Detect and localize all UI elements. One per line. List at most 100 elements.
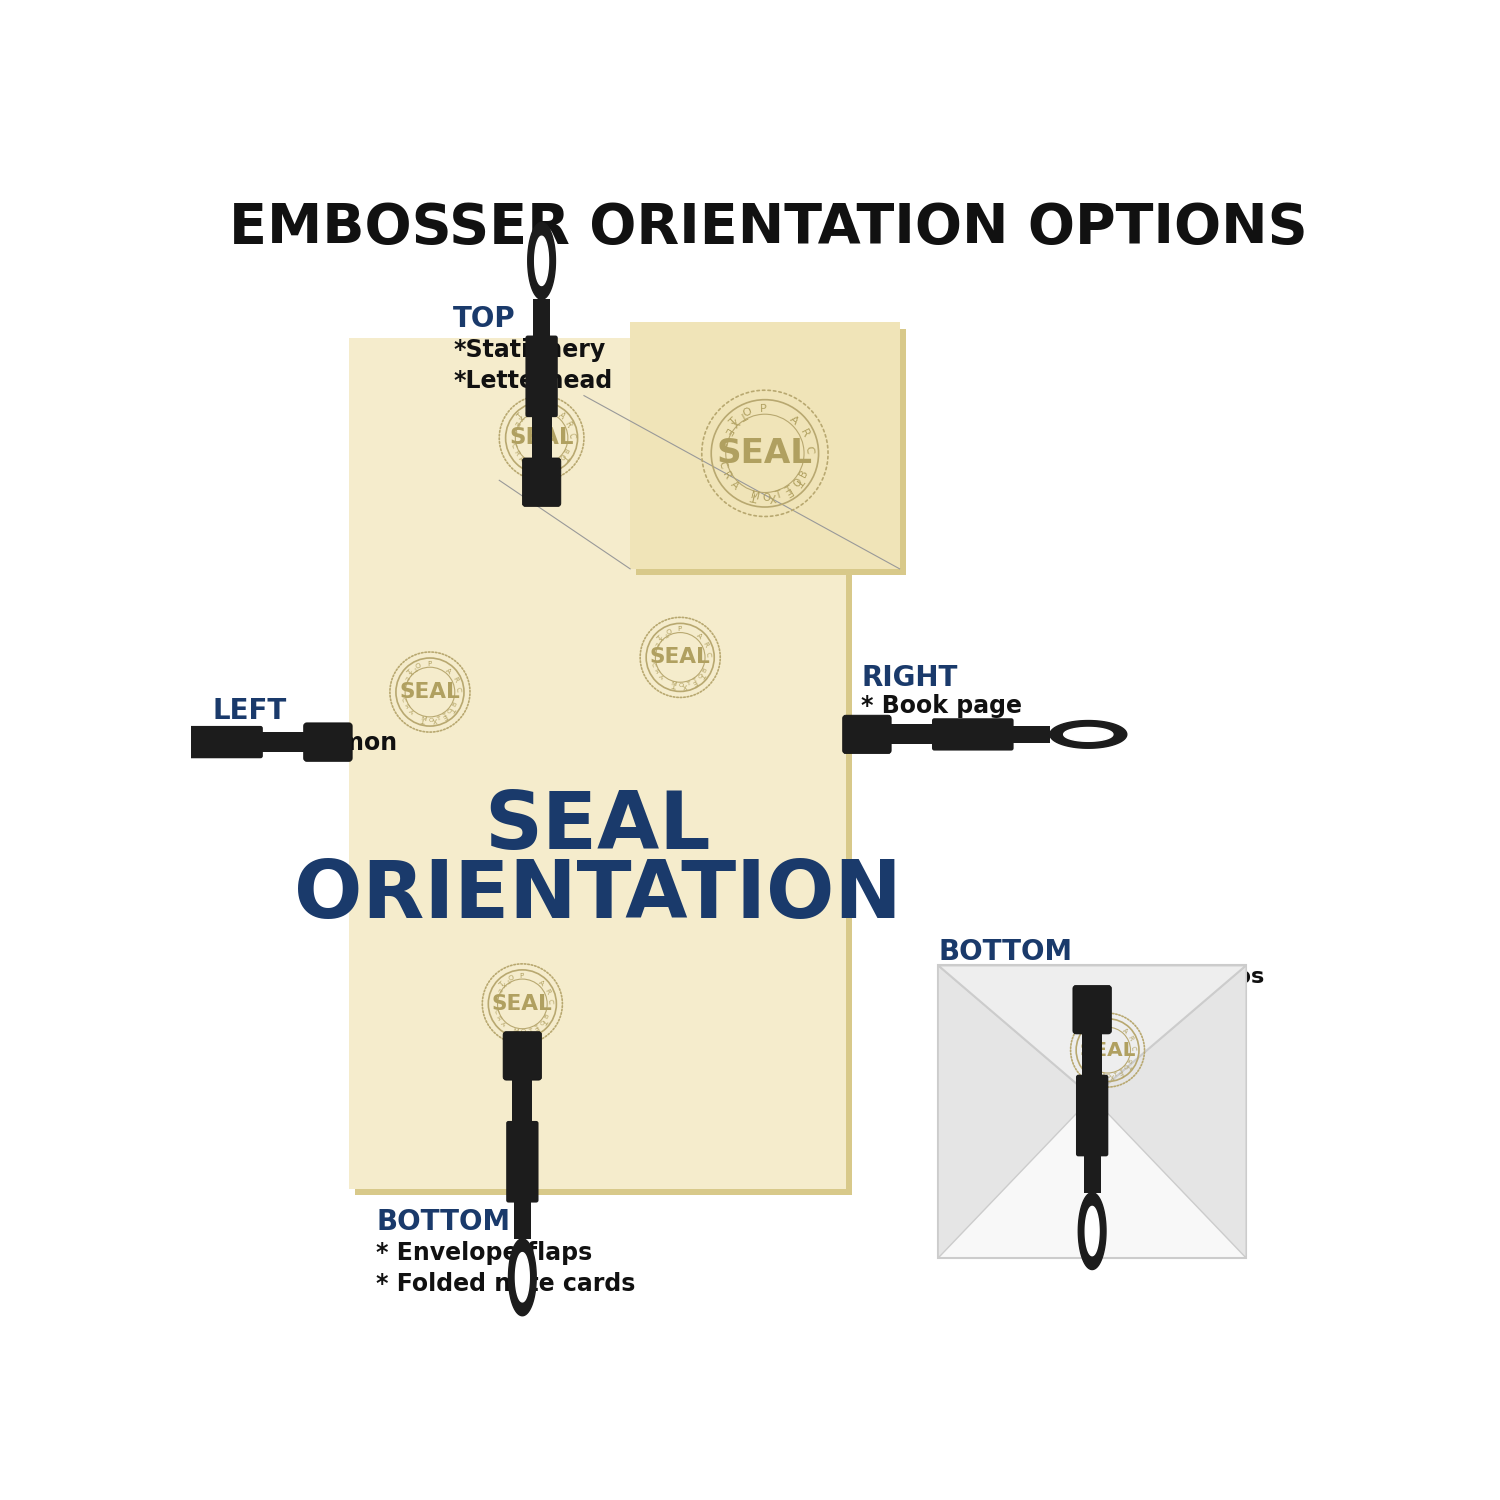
Text: P: P	[1104, 1022, 1108, 1028]
Text: T: T	[506, 976, 512, 982]
Text: T: T	[738, 408, 748, 420]
Text: A: A	[556, 411, 566, 422]
FancyBboxPatch shape	[503, 1032, 542, 1080]
Text: R: R	[1082, 1060, 1089, 1066]
FancyBboxPatch shape	[531, 416, 552, 460]
Text: A: A	[500, 1020, 506, 1028]
Text: T: T	[513, 1028, 519, 1035]
Text: R: R	[720, 470, 734, 482]
FancyBboxPatch shape	[932, 718, 1014, 750]
FancyBboxPatch shape	[182, 726, 262, 759]
Text: R: R	[1126, 1035, 1134, 1042]
Text: O: O	[525, 405, 534, 416]
Text: E: E	[402, 675, 410, 681]
Text: E: E	[495, 987, 501, 993]
Text: T: T	[442, 712, 448, 718]
Text: O: O	[1094, 1023, 1101, 1031]
Text: X: X	[728, 416, 740, 428]
Text: A: A	[728, 478, 740, 490]
Text: SEAL: SEAL	[510, 426, 574, 450]
Text: C: C	[454, 687, 460, 692]
Polygon shape	[1064, 728, 1113, 741]
Text: E: E	[532, 1024, 540, 1032]
Text: O: O	[1124, 1064, 1130, 1071]
Text: T: T	[1086, 1028, 1094, 1035]
Text: X: X	[500, 981, 506, 987]
Text: T: T	[528, 1028, 532, 1033]
Polygon shape	[516, 1252, 530, 1302]
Text: T: T	[448, 705, 456, 712]
Text: B: B	[452, 702, 458, 708]
Text: SEAL: SEAL	[399, 682, 460, 702]
Text: O: O	[416, 663, 423, 670]
FancyBboxPatch shape	[938, 966, 1246, 1258]
Text: O: O	[678, 682, 684, 688]
Text: E: E	[552, 459, 561, 468]
Text: O: O	[427, 717, 433, 723]
Text: *Stationery: *Stationery	[453, 338, 606, 362]
Text: T: T	[699, 670, 706, 678]
Text: B: B	[544, 1014, 550, 1020]
Text: X: X	[681, 681, 687, 688]
Text: O: O	[698, 672, 705, 680]
Text: M: M	[1098, 1072, 1104, 1078]
Text: T: T	[516, 413, 525, 422]
Text: T: T	[414, 664, 420, 670]
FancyBboxPatch shape	[146, 734, 183, 750]
Text: C: C	[510, 442, 516, 448]
Polygon shape	[82, 735, 130, 748]
FancyBboxPatch shape	[350, 338, 846, 1188]
Text: A: A	[788, 414, 801, 426]
Text: T: T	[510, 427, 516, 433]
Text: or bottom of page seals: or bottom of page seals	[938, 994, 1238, 1014]
Text: E: E	[782, 486, 794, 498]
Text: P: P	[760, 404, 766, 414]
Text: T: T	[400, 682, 406, 687]
FancyBboxPatch shape	[1083, 1154, 1101, 1192]
Text: T: T	[492, 994, 498, 999]
Text: ORIENTATION: ORIENTATION	[294, 856, 902, 934]
Text: X: X	[432, 717, 438, 723]
Text: O: O	[1106, 1074, 1112, 1078]
Text: C: C	[804, 446, 814, 453]
Text: E: E	[652, 640, 660, 646]
Text: * Envelope flaps: * Envelope flaps	[376, 1240, 592, 1264]
Text: LEFT: LEFT	[213, 698, 286, 726]
Text: E: E	[692, 678, 698, 686]
Text: M: M	[670, 681, 676, 687]
Text: T: T	[524, 408, 531, 416]
FancyBboxPatch shape	[532, 300, 550, 338]
Text: O: O	[540, 465, 546, 471]
Text: P: P	[676, 627, 681, 633]
Text: SEAL: SEAL	[484, 788, 711, 865]
Text: C: C	[400, 696, 406, 702]
FancyBboxPatch shape	[261, 732, 306, 752]
Text: C: C	[1130, 1046, 1137, 1050]
Text: B: B	[702, 668, 708, 674]
Text: C: C	[705, 652, 711, 657]
Text: R: R	[652, 669, 660, 675]
Text: T: T	[1119, 1070, 1125, 1076]
Text: O: O	[666, 628, 674, 636]
Text: X: X	[1086, 1029, 1094, 1035]
Text: T: T	[542, 1017, 548, 1025]
Text: A: A	[1086, 1065, 1094, 1072]
Text: R: R	[702, 640, 709, 648]
Text: T: T	[783, 484, 794, 496]
Text: M: M	[420, 716, 426, 723]
Polygon shape	[1084, 1206, 1100, 1255]
Text: A: A	[657, 674, 664, 681]
FancyBboxPatch shape	[522, 458, 561, 507]
FancyBboxPatch shape	[1011, 726, 1050, 742]
Text: T: T	[406, 669, 414, 676]
Text: EMBOSSER ORIENTATION OPTIONS: EMBOSSER ORIENTATION OPTIONS	[230, 201, 1308, 255]
Text: T: T	[422, 716, 426, 723]
Text: P: P	[427, 662, 432, 668]
Text: T: T	[717, 438, 728, 446]
Text: T: T	[1092, 1024, 1098, 1030]
Text: E: E	[1082, 1034, 1089, 1040]
Text: A: A	[1120, 1028, 1128, 1035]
Text: C: C	[650, 662, 656, 668]
Text: R: R	[495, 1016, 501, 1022]
Text: O: O	[560, 454, 567, 462]
